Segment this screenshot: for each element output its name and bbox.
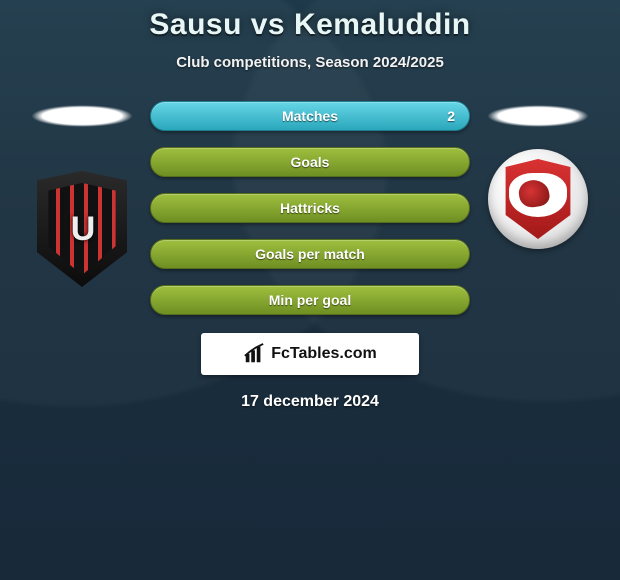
stat-label: Goals: [291, 154, 330, 170]
stat-row-matches: Matches 2: [150, 101, 470, 131]
crest-right-wrap: [488, 149, 588, 249]
halo-right: [487, 105, 589, 127]
stats-column: Matches 2 Goals Hattricks Goals per matc…: [150, 101, 470, 315]
stat-row-min-per-goal: Min per goal: [150, 285, 470, 315]
stat-row-goals: Goals: [150, 147, 470, 177]
stat-label: Min per goal: [269, 292, 351, 308]
side-right: [484, 101, 592, 249]
date-label: 17 december 2024: [0, 393, 620, 411]
page-title: Sausu vs Kemaluddin: [0, 8, 620, 42]
chart-icon: [243, 343, 265, 365]
stat-label: Matches: [282, 108, 338, 124]
stat-row-hattricks: Hattricks: [150, 193, 470, 223]
stat-label: Hattricks: [280, 200, 340, 216]
halo-left: [31, 105, 133, 127]
stat-row-goals-per-match: Goals per match: [150, 239, 470, 269]
stat-label: Goals per match: [255, 246, 365, 262]
crest-left: [32, 171, 132, 287]
branding-text: FcTables.com: [271, 345, 377, 363]
branding-badge: FcTables.com: [201, 333, 419, 375]
subtitle: Club competitions, Season 2024/2025: [0, 54, 620, 71]
stat-right-value: 2: [447, 108, 455, 124]
compare-panel: Matches 2 Goals Hattricks Goals per matc…: [0, 101, 620, 315]
side-left: [28, 101, 136, 287]
crest-right: [502, 159, 574, 239]
